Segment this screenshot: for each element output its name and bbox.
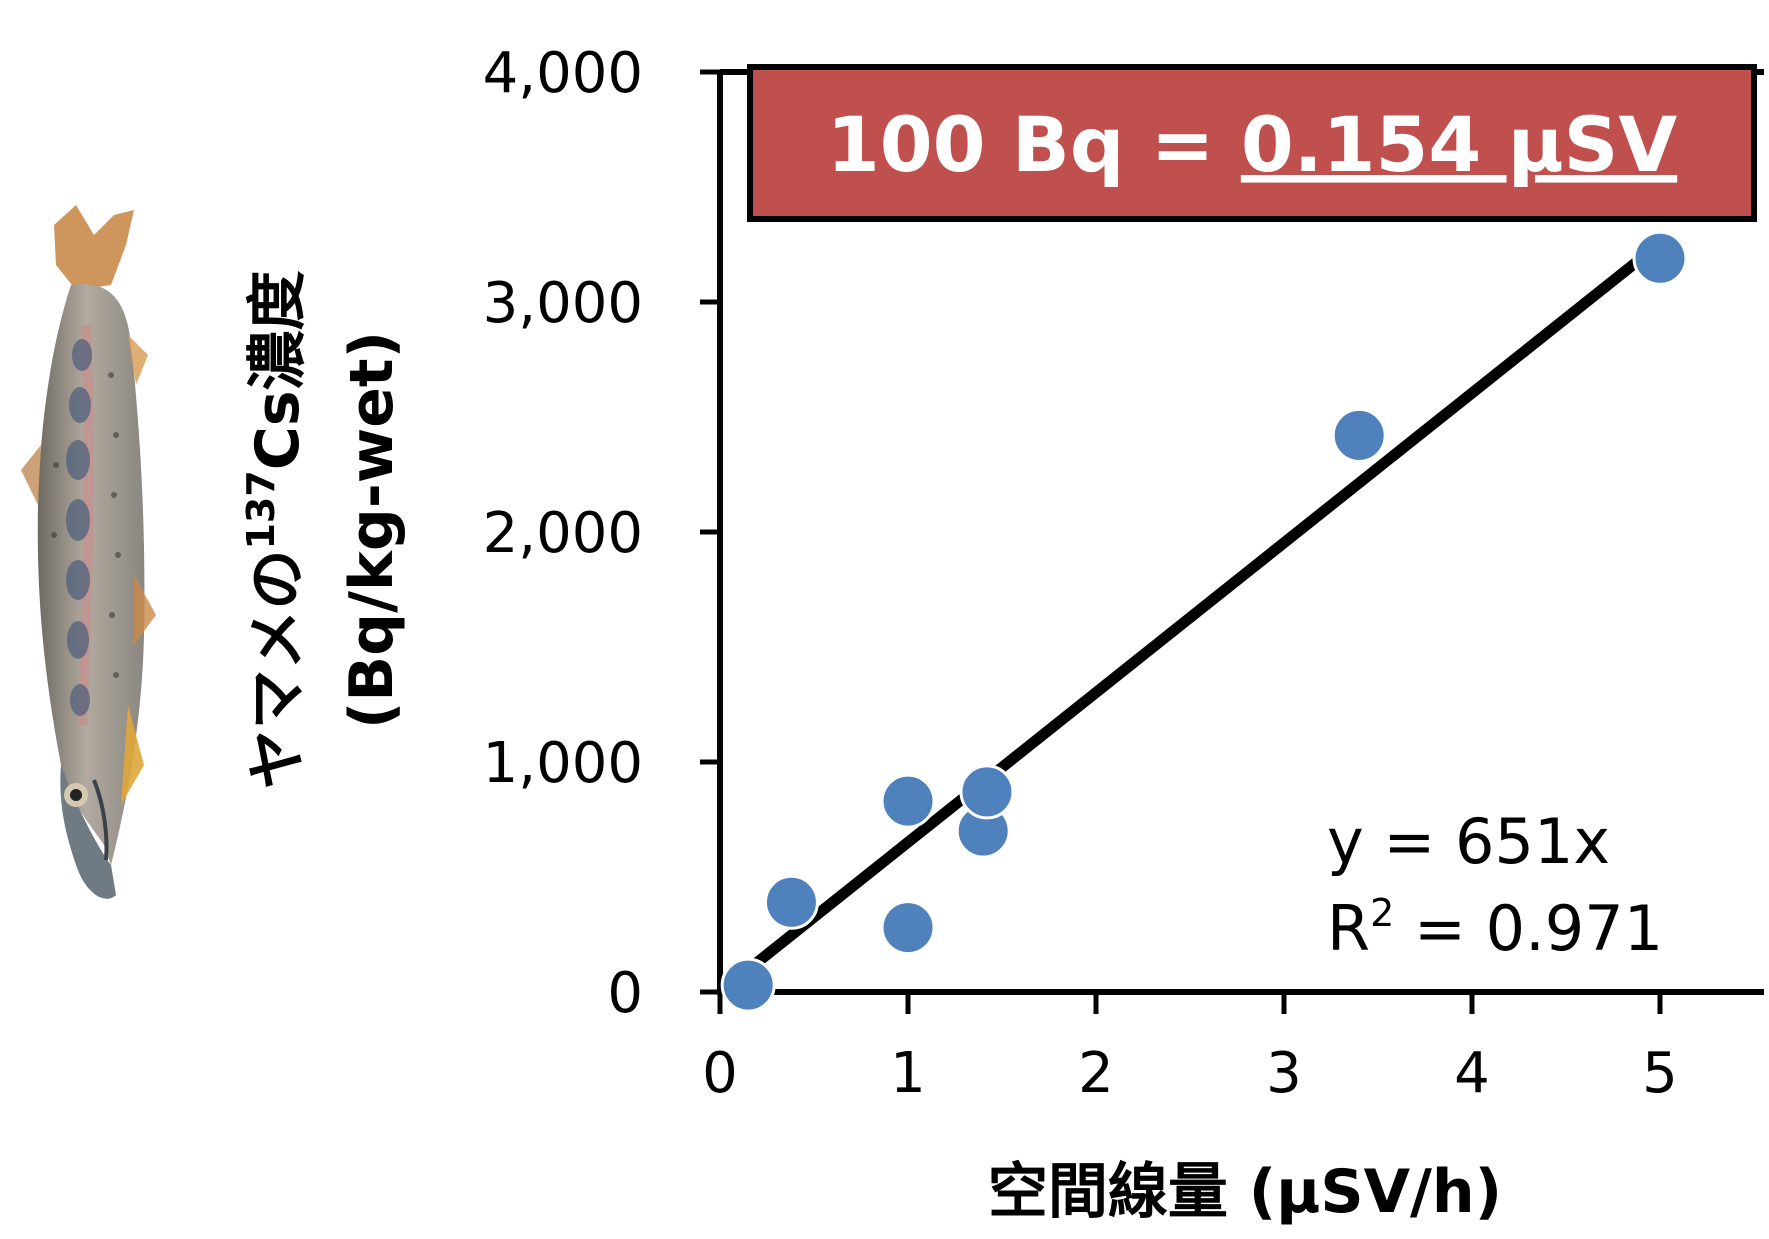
y-tick-label: 0	[607, 961, 643, 1026]
data-point	[959, 764, 1015, 820]
y-tick-label: 2,000	[483, 501, 643, 566]
fit-line	[742, 237, 1666, 976]
regression-label: y = 651x R2 = 0.971	[1327, 805, 1663, 965]
y-axis-title-superscript: 137	[239, 470, 283, 549]
fish-icon	[21, 205, 156, 899]
y-tick-label: 1,000	[483, 731, 643, 796]
data-point	[880, 773, 936, 829]
y-axis-title-line1: ヤマメの137Cs濃度	[239, 270, 313, 789]
x-tick-label: 2	[1078, 1041, 1114, 1106]
data-point	[763, 874, 819, 930]
banner-text: 100 Bq = 0.154 μSV	[827, 100, 1678, 189]
x-tick-label: 4	[1454, 1041, 1490, 1106]
y-tick-label: 4,000	[483, 41, 643, 106]
y-axis-title-part2: Cs濃度	[243, 270, 313, 470]
data-point	[1632, 230, 1688, 286]
r-squared-superscript: 2	[1370, 891, 1394, 935]
equation-text: y = 651x	[1327, 805, 1610, 878]
x-ticks: 0 1 2 3 4 5	[702, 992, 1678, 1106]
r-squared-value: = 0.971	[1394, 892, 1663, 965]
banner-text-value: 0.154 μSV	[1241, 100, 1678, 189]
r-squared-prefix: R	[1327, 892, 1370, 965]
y-ticks: 0 1,000 2,000 3,000 4,000	[483, 41, 720, 1026]
data-point	[720, 957, 776, 1013]
r-squared-text: R2 = 0.971	[1327, 891, 1663, 965]
x-tick-label: 3	[1266, 1041, 1302, 1106]
data-point	[1331, 407, 1387, 463]
data-point	[880, 900, 936, 956]
y-axis-title-line2: (Bq/kg-wet)	[337, 331, 407, 729]
banner-text-prefix: 100 Bq =	[827, 100, 1241, 189]
y-tick-label: 3,000	[483, 271, 643, 336]
y-axis-title-part1: ヤマメの	[243, 550, 313, 790]
x-axis-title: 空間線量 (μSV/h)	[988, 1157, 1502, 1227]
x-tick-label: 1	[890, 1041, 926, 1106]
x-tick-label: 0	[702, 1041, 738, 1106]
banner-box	[747, 64, 1757, 222]
x-tick-label: 5	[1642, 1041, 1678, 1106]
conversion-banner: 100 Bq = 0.154 μSV	[747, 64, 1757, 222]
y-axis-title: ヤマメの137Cs濃度 (Bq/kg-wet)	[239, 270, 407, 789]
data-points	[720, 230, 1688, 1013]
